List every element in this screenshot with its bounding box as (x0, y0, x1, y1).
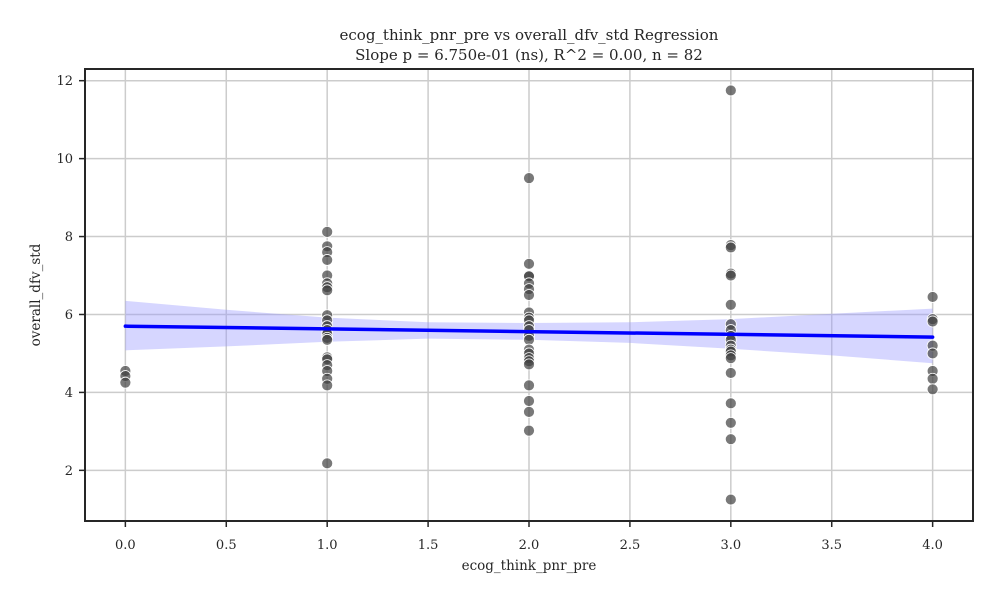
data-point (523, 289, 535, 301)
data-point (119, 376, 132, 389)
x-tick-label: 2.5 (620, 538, 641, 553)
ticks-layer: 0.0 0.5 1.0 1.5 2.0 2.5 3.0 3.5 4.0 2 4 6 8 10 12 (56, 74, 943, 553)
y-tick-label: 2 (65, 464, 73, 479)
data-point (321, 379, 334, 392)
data-point (523, 424, 535, 437)
x-tick-label: 4.0 (922, 538, 943, 553)
data-point (321, 284, 334, 297)
data-point (523, 257, 535, 270)
y-tick-label: 8 (65, 230, 73, 245)
data-point (523, 405, 535, 418)
chart-title: ecog_think_pnr_pre vs overall_dfv_std Re… (340, 26, 719, 44)
data-point (724, 241, 737, 254)
data-point (523, 395, 535, 407)
data-point (724, 84, 737, 97)
data-point (523, 358, 535, 371)
x-tick-label: 0.5 (216, 538, 237, 553)
data-point (523, 379, 535, 392)
x-tick-label: 3.0 (720, 538, 741, 553)
data-point (926, 347, 939, 360)
data-point (724, 397, 737, 410)
data-point (926, 315, 939, 328)
data-point (724, 352, 737, 365)
data-point (926, 383, 939, 396)
data-point (321, 457, 334, 470)
points-layer (119, 84, 939, 506)
data-point (724, 367, 737, 379)
data-point (523, 172, 535, 185)
grid (85, 69, 973, 521)
data-point (724, 493, 737, 506)
data-point (926, 372, 939, 385)
data-point (926, 291, 939, 303)
y-axis-label: overall_dfv_std (28, 243, 44, 346)
data-point (321, 333, 334, 346)
x-tick-label: 1.0 (317, 538, 338, 553)
x-tick-label: 2.0 (519, 538, 540, 553)
data-point (724, 298, 737, 311)
x-axis-label: ecog_think_pnr_pre (462, 558, 597, 574)
x-tick-label: 0.0 (115, 538, 136, 553)
y-tick-label: 10 (56, 152, 73, 167)
data-point (724, 416, 737, 429)
x-tick-label: 1.5 (418, 538, 439, 553)
regression-line (123, 324, 935, 339)
regression-line-layer (123, 324, 935, 339)
data-point (724, 269, 737, 282)
x-tick-label: 3.5 (821, 538, 842, 553)
chart-subtitle: Slope p = 6.750e-01 (ns), R^2 = 0.00, n … (355, 46, 703, 64)
data-point (321, 254, 334, 266)
y-tick-label: 12 (56, 74, 73, 89)
data-point (724, 433, 737, 446)
y-tick-label: 6 (65, 308, 73, 323)
y-tick-label: 4 (65, 386, 73, 401)
data-point (321, 225, 334, 238)
